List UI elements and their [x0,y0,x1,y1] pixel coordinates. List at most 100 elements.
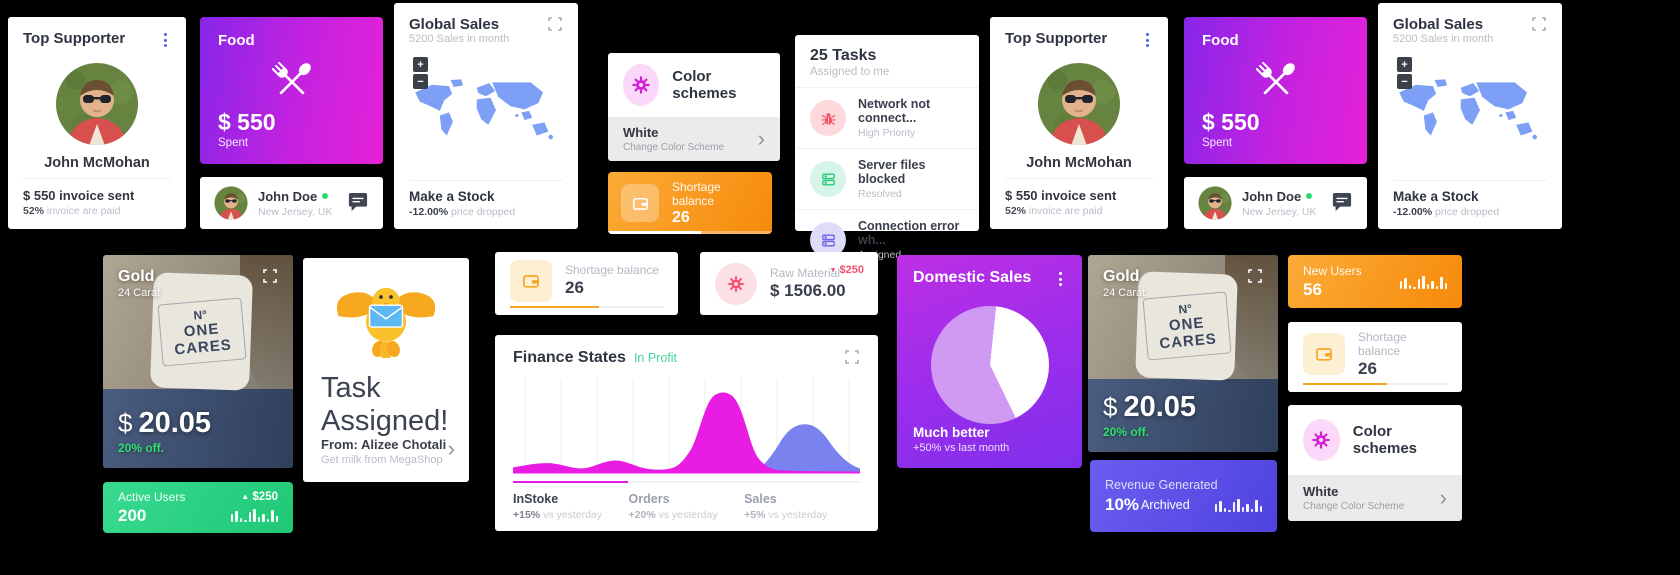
raw-material-label: Raw Material [770,266,841,280]
avatar [1038,62,1120,145]
tab-sales[interactable]: Sales +5% vs yesterday [744,492,828,521]
kebab-menu-icon[interactable] [1142,30,1153,51]
product-photo: N° ONE CARES [1088,255,1278,452]
food-expense-card: Food $ 550 Spent [200,17,383,164]
map-zoom-in-button[interactable]: + [413,57,428,72]
kebab-menu-icon[interactable] [160,30,171,51]
kebab-menu-icon[interactable] [1055,269,1066,290]
shortage-value: 26 [672,208,690,226]
task-item-server[interactable]: Server files blocked Resolved [795,148,979,209]
map-zoom-in-button[interactable]: + [1397,57,1412,72]
discount-label: 20% off. [118,441,165,455]
world-map-graphic [1399,79,1537,140]
spent-amount: $ 550 [1202,109,1260,135]
new-users-value: 56 [1303,279,1322,299]
contact-card: John Doe New Jersey, UK [200,177,383,229]
card-title: Color schemes [672,68,737,102]
task-caption: Get milk from MegaShop [321,454,443,466]
bar-sparkline [1214,498,1262,512]
profit-status: In Profit [633,351,678,365]
task-assigned-title: Task Assigned! [321,372,449,437]
change-scheme-row[interactable]: White Change Color Scheme › [608,117,780,161]
price-drop-caption: -12.00% price dropped [1393,206,1500,218]
expand-icon[interactable] [547,16,563,32]
revenue-suffix: Archived [1141,497,1190,512]
world-map-graphic [415,79,553,140]
task-title: Network not connect... [858,97,931,125]
stock-title: Make a Stock [409,189,495,204]
chat-icon[interactable] [1331,193,1353,213]
delta-value: ▼ $250 [829,264,864,276]
expand-icon[interactable] [844,349,860,365]
tasks-card: 25 Tasks Assigned to me Network not conn… [795,35,979,261]
change-scheme-row[interactable]: White Change Color Scheme › [1288,475,1462,521]
expand-icon[interactable] [262,268,278,284]
tab-instoke[interactable]: InStoke +15% vs yesterday [513,492,603,521]
chevron-right-icon[interactable]: › [447,436,455,461]
task-title: Connection error wh... [858,219,960,247]
map-zoom-out-button[interactable]: − [413,74,428,89]
server-icon [810,161,846,197]
task-item-network[interactable]: Network not connect... High Priority [795,87,979,148]
online-status-dot [1306,193,1313,199]
tab-indicator [513,481,860,483]
chevron-right-icon: › [757,126,765,151]
card-title: Top Supporter [23,30,126,47]
new-users-label: New Users [1303,263,1362,278]
shortage-balance-card: Shortage balance 26 [1288,322,1462,392]
chevron-right-icon: › [1439,485,1447,510]
card-title: Food [1202,32,1239,49]
revenue-label: Revenue Generated [1105,477,1218,492]
fork-spoon-icon [1255,61,1295,95]
shortage-label: Shortage balance [672,179,721,208]
card-title: Top Supporter [1005,30,1108,47]
gold-price: $20.05 [118,407,212,439]
expand-icon[interactable] [1247,268,1263,284]
shortage-balance-card: Shortage balance 26 [495,252,678,315]
supporter-name: John McMohan [44,154,150,171]
invoice-amount: $ 550 invoice sent [23,188,135,203]
world-map: + − [1393,51,1547,180]
wallet-icon [510,259,552,302]
world-map: + − [409,51,563,180]
card-title: Gold [118,268,155,285]
task-status: Resolved [858,188,902,200]
tab-orders[interactable]: Orders +20% vs yesterday [628,492,718,521]
tasks-subtitle: Assigned to me [810,66,890,78]
color-schemes-card: Color schemes White Change Color Scheme … [1288,405,1462,521]
color-schemes-card: Color schemes White Change Color Scheme … [608,53,780,161]
change-scheme-caption: Change Color Scheme [623,142,725,153]
card-title: Finance States [513,349,626,366]
gold-product-card: N° ONE CARES Gold 24 Carat $20.05 20% of… [1088,255,1278,452]
avatar [56,62,138,145]
fork-spoon-icon [271,61,311,95]
raw-material-value: $ 1506.00 [770,281,846,300]
finance-states-card: Finance States In Profit InStoke +15% vs [495,335,878,531]
current-scheme: White [623,125,659,140]
gear-icon [715,262,757,305]
contact-location: New Jersey, UK [1242,205,1317,218]
invoice-amount: $ 550 invoice sent [1005,188,1117,203]
contact-name: John Doe [1242,188,1302,204]
new-users-card: New Users 56 [1288,255,1462,308]
bar-sparkline [1399,275,1447,289]
shortage-value: 26 [1358,358,1377,378]
contact-card: John Doe New Jersey, UK [1184,177,1367,229]
map-zoom-out-button[interactable]: − [1397,74,1412,89]
food-expense-card: Food $ 550 Spent [1184,17,1367,164]
contact-location: New Jersey, UK [258,205,333,218]
task-title: Server files blocked [858,158,926,186]
expand-icon[interactable] [1531,16,1547,32]
finance-area-chart [513,375,860,477]
active-users-label: Active Users [118,489,186,504]
gold-product-card: N° ONE CARES Gold 24 Carat $20.05 20% of… [103,255,293,468]
chat-icon[interactable] [347,193,369,213]
card-title: Global Sales [1393,16,1484,33]
sales-subtitle: 5200 Sales in month [1393,33,1494,45]
current-scheme: White [1303,484,1339,499]
active-users-value: 200 [118,505,147,525]
shortage-balance-orange-card: Shortage balance 26 [608,172,772,234]
avatar [1198,186,1232,220]
revenue-generated-card: Revenue Generated 10% Archived [1090,460,1277,532]
